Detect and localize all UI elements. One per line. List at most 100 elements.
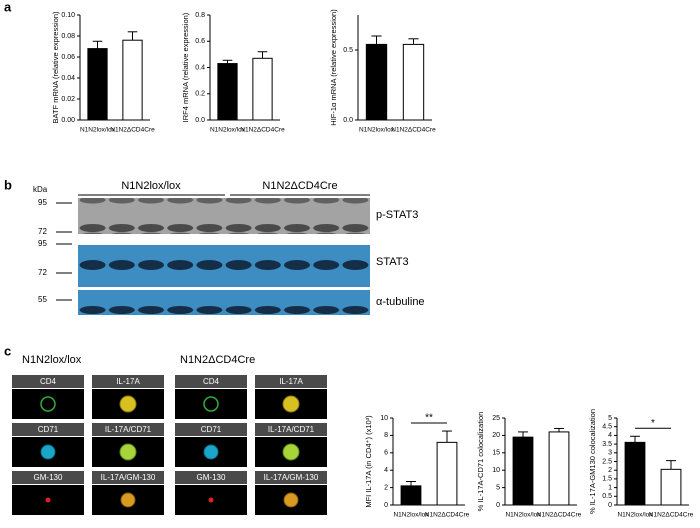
y-tick-label: 1.5 — [602, 476, 612, 483]
bar — [624, 441, 646, 506]
y-tick-label: 0.2 — [195, 91, 205, 98]
blot-bands — [78, 290, 370, 315]
y-tick-label: 0.5 — [343, 47, 353, 54]
panel-label: c — [4, 343, 11, 358]
cell — [282, 395, 300, 413]
bar — [122, 39, 143, 121]
y-tick-label: 10 — [492, 467, 500, 474]
protein-label: p-STAT3 — [376, 209, 418, 221]
tile-label: IL-17A/GM-130 — [264, 473, 319, 482]
protein-label: STAT3 — [376, 256, 409, 268]
tile-label: CD4 — [40, 377, 57, 386]
x-tick-label: N1N2lox/lox — [359, 127, 395, 134]
tile-image — [12, 389, 84, 419]
bar — [512, 436, 534, 506]
tile-header — [92, 375, 164, 388]
y-axis-label: HIF-1α mRNA (relative expression) — [329, 9, 338, 126]
tile-label: CD71 — [201, 425, 222, 434]
y-tick-label: 0.8 — [195, 12, 205, 19]
y-axis-label: IRF4 mRNA (relative expression) — [181, 12, 190, 122]
bar — [217, 63, 238, 121]
y-tick-label: 0.0 — [343, 117, 353, 124]
x-tick-label: N1N2ΔCD4Cre — [537, 512, 582, 519]
tile-header — [12, 423, 84, 436]
marker-label: 72 — [38, 268, 47, 277]
kda-label: kDa — [33, 185, 48, 194]
x-tick-label: N1N2lox/lox — [393, 512, 429, 519]
y-tick-label: 2.5 — [602, 458, 612, 465]
group-label: N1N2lox/lox — [121, 180, 181, 192]
bar — [252, 57, 273, 121]
y-tick-label: 0.08 — [61, 33, 75, 40]
bar — [436, 441, 458, 506]
y-tick-label: 3 — [608, 450, 612, 457]
x-tick-label: N1N2ΔCD4Cre — [649, 512, 694, 519]
cell — [282, 443, 300, 461]
y-tick-label: 0.4 — [195, 64, 205, 71]
y-axis-label: % IL-17A-GM130 colocalization — [588, 409, 597, 514]
tile-header — [255, 471, 327, 484]
y-tick-label: 2 — [608, 467, 612, 474]
cell — [208, 497, 214, 503]
tile-header — [92, 423, 164, 436]
significance: ** — [425, 413, 433, 424]
cell — [119, 395, 137, 413]
x-tick-label: N1N2ΔCD4Cre — [425, 512, 470, 519]
tile-header — [12, 375, 84, 388]
y-axis-label: MFI IL-17A (in CD4⁺) (x10³) — [364, 415, 373, 508]
y-tick-label: 1 — [608, 484, 612, 491]
tile-header — [175, 471, 247, 484]
y-tick-label: 3.5 — [602, 441, 612, 448]
cell — [120, 492, 136, 508]
y-tick-label: 5 — [496, 484, 500, 491]
blot-bands — [78, 198, 370, 234]
bar — [400, 485, 422, 506]
cell — [40, 444, 56, 460]
panel-label: a — [4, 0, 12, 14]
y-tick-label: 4 — [384, 467, 388, 474]
bar — [402, 43, 425, 121]
protein-label: α-tubuline — [376, 296, 425, 308]
group-label: N1N2ΔCD4Cre — [262, 180, 337, 192]
group-label: N1N2lox/lox — [22, 354, 82, 366]
y-tick-label: 0 — [608, 502, 612, 509]
y-axis-label: % IL-17A-CD71 colocalization — [476, 412, 485, 512]
tile-header — [175, 423, 247, 436]
x-tick-label: N1N2ΔCD4Cre — [110, 127, 155, 134]
x-tick-label: N1N2lox/lox — [80, 127, 116, 134]
y-tick-label: 4.5 — [602, 424, 612, 431]
y-tick-label: 0.06 — [61, 54, 75, 61]
significance: * — [651, 418, 655, 429]
tile-header — [12, 471, 84, 484]
x-tick-label: N1N2ΔCD4Cre — [240, 127, 285, 134]
y-tick-label: 0.00 — [61, 117, 75, 124]
y-tick-label: 25 — [492, 415, 500, 422]
cell — [40, 396, 56, 412]
tile-label: GM-130 — [34, 473, 63, 482]
bar — [87, 48, 108, 121]
tile-label: IL-17A/CD71 — [268, 425, 315, 434]
y-tick-label: 0 — [384, 502, 388, 509]
y-axis-label: BATF mRNA (relative expression) — [51, 11, 60, 123]
tile-label: CD71 — [38, 425, 59, 434]
tile-header — [175, 375, 247, 388]
group-label: N1N2ΔCD4Cre — [180, 354, 255, 366]
tile-header — [255, 423, 327, 436]
y-tick-label: 0.04 — [61, 75, 75, 82]
marker-label: 95 — [38, 239, 47, 248]
y-tick-label: 20 — [492, 432, 500, 439]
y-tick-label: 0.10 — [61, 12, 75, 19]
x-tick-label: N1N2ΔCD4Cre — [391, 127, 436, 134]
tile-label: IL-17A/CD71 — [105, 425, 152, 434]
marker-label: 72 — [38, 227, 47, 236]
y-tick-label: 0.5 — [602, 493, 612, 500]
y-tick-label: 0 — [496, 502, 500, 509]
y-tick-label: 0.0 — [195, 117, 205, 124]
y-tick-label: 10 — [380, 415, 388, 422]
x-tick-label: N1N2lox/lox — [617, 512, 653, 519]
bar — [660, 468, 682, 506]
tile-label: GM-130 — [197, 473, 226, 482]
x-tick-label: N1N2lox/lox — [505, 512, 541, 519]
tile-label: IL-17A — [116, 377, 140, 386]
